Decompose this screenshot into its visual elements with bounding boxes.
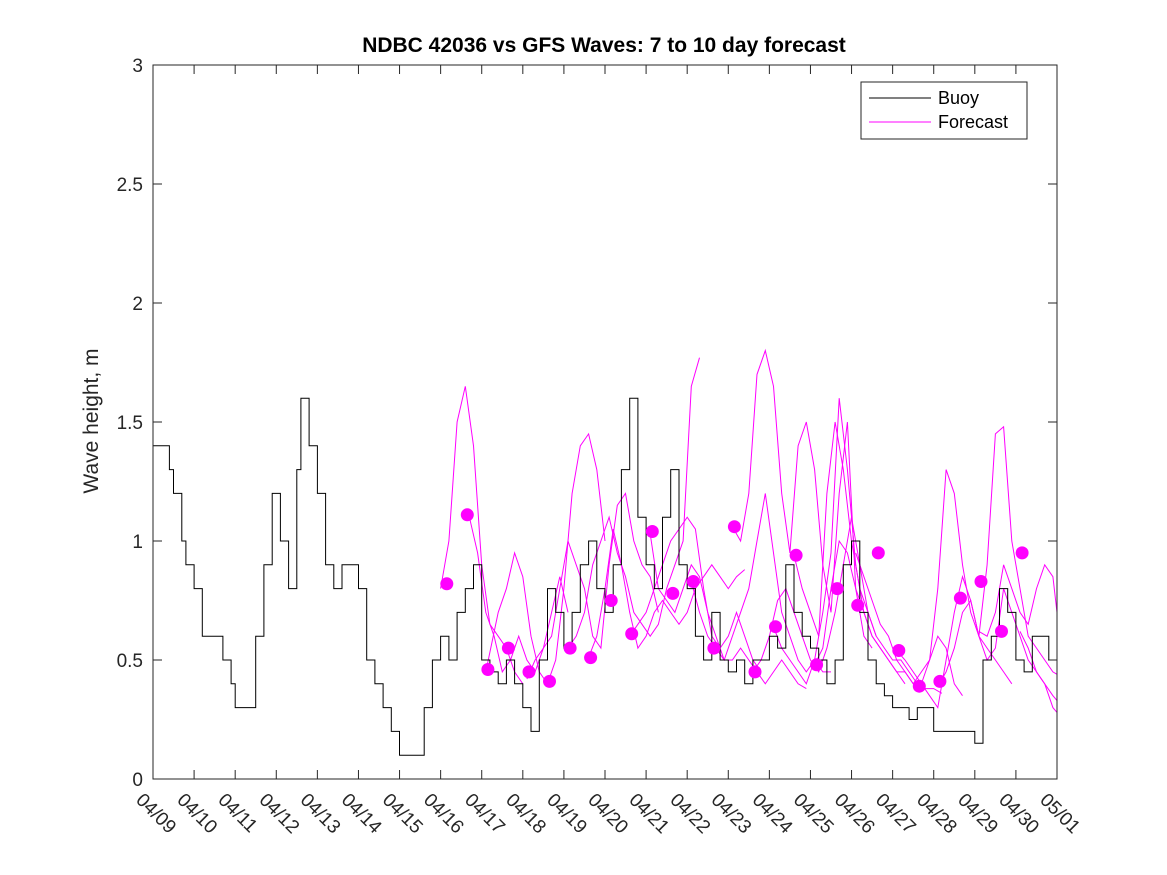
forecast-marker-16 [748,665,762,679]
forecast-marker-2 [460,508,474,522]
legend-box [860,81,1028,140]
forecast-run-line-10 [731,348,873,649]
x-tick-label-9: 04/18 [501,790,549,838]
forecast-marker-19 [810,658,824,672]
x-tick-label-13: 04/22 [666,790,714,838]
forecast-marker-13 [686,575,700,588]
y-tick-label-6: 3 [132,56,143,77]
forecast-marker-9 [604,594,618,607]
x-tick-label-3: 04/12 [255,790,303,838]
forecast-marker-27 [974,575,988,588]
forecast-marker-23 [892,644,906,657]
forecast-marker-15 [727,520,741,534]
forecast-marker-6 [543,674,556,688]
x-tick-label-4: 04/13 [296,790,344,838]
forecast-marker-11 [645,525,659,538]
y-tick-label-4: 2 [132,294,143,315]
y-tick-label-1: 0.5 [117,651,143,672]
x-tick-label-1: 04/10 [173,790,221,838]
legend-buoy-label: Buoy [938,88,979,108]
forecast-run-line-5 [567,357,700,649]
x-tick-label-21: 04/30 [994,790,1042,838]
x-tick-label-8: 04/17 [460,790,508,838]
forecast-marker-26 [953,591,967,605]
x-tick-label-5: 04/14 [337,790,386,839]
forecast-marker-14 [707,641,721,655]
x-tick-label-18: 04/27 [871,790,919,838]
forecast-marker-4 [501,641,515,655]
x-tick-label-6: 04/15 [378,790,426,838]
forecast-run-line-19 [1019,631,1058,713]
forecast-run-line-16 [896,425,1058,709]
y-tick-label-3: 1.5 [117,413,143,434]
x-tick-label-14: 04/23 [707,790,755,838]
y-tick-label-0: 0 [132,770,143,791]
forecast-marker-20 [830,582,844,596]
x-tick-label-10: 04/19 [542,790,590,838]
forecast-run-line-15 [855,469,1013,685]
x-tick-label-12: 04/21 [625,790,673,838]
forecast-marker-8 [584,651,598,665]
legend: Buoy Forecast [860,81,1028,140]
forecast-run-line-7 [629,516,762,673]
x-tick-label-17: 04/26 [830,790,878,838]
forecast-marker-7 [563,641,577,655]
forecast-marker-21 [851,598,865,612]
axis-ticks: 00.511.522.5304/0904/1004/1104/1204/1304… [117,56,1084,838]
forecast-marker-29 [1015,546,1029,560]
x-tick-label-19: 04/28 [912,790,960,838]
forecast-marker-3 [481,663,495,676]
forecast-marker-12 [666,586,680,600]
x-tick-label-11: 04/20 [583,790,631,838]
forecast-marker-18 [789,548,803,562]
forecast-run-line-6 [588,528,746,658]
buoy-series-line [153,397,1058,756]
forecast-run-line-14 [814,539,963,696]
forecast-run-line-18 [978,563,1058,637]
chart-title: NDBC 42036 vs GFS Waves: 7 to 10 day for… [362,34,846,57]
x-tick-label-15: 04/24 [748,790,797,839]
legend-forecast-label: Forecast [938,112,1008,132]
forecast-run-line-4 [526,492,659,680]
y-axis-label: Wave height, m [80,348,103,493]
forecast-marker-10 [625,627,639,641]
forecast-marker-24 [912,679,926,693]
x-tick-label-22: 05/01 [1035,790,1083,838]
forecast-run-line-2 [468,517,569,674]
y-tick-label-5: 2.5 [117,175,143,196]
forecast-marker-1 [440,577,454,591]
forecast-marker-25 [933,674,947,688]
plot-area [153,348,1058,756]
x-tick-label-7: 04/16 [419,790,467,838]
forecast-marker-5 [522,665,536,679]
x-tick-label-0: 04/09 [131,790,179,838]
x-tick-label-20: 04/29 [953,790,1001,838]
forecast-marker-28 [995,624,1008,638]
forecast-marker-17 [769,620,782,634]
y-tick-label-2: 1 [132,532,143,553]
x-tick-label-16: 04/25 [789,790,837,838]
x-tick-label-2: 04/11 [214,790,261,837]
forecast-marker-22 [871,546,885,560]
